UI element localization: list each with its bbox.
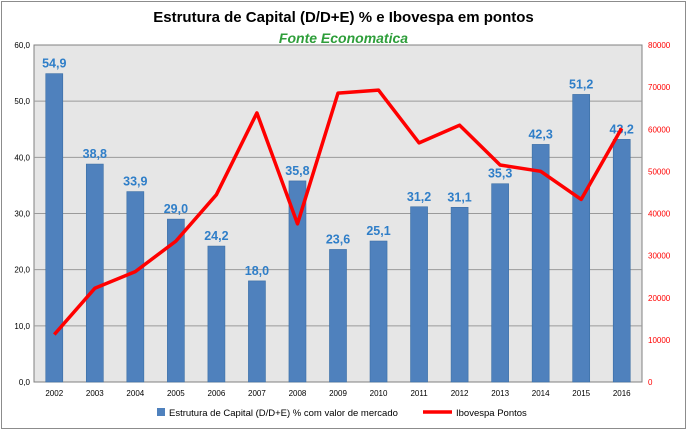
left-tick-label: 60,0 (14, 41, 30, 50)
x-tick-label: 2006 (208, 389, 226, 398)
bar (126, 191, 145, 383)
x-tick-label: 2002 (45, 389, 63, 398)
x-tick-label: 2005 (167, 389, 185, 398)
bar-data-label: 42,3 (528, 127, 552, 141)
bar-series (45, 73, 631, 383)
bar-data-label: 54,9 (42, 57, 66, 71)
bar (45, 73, 64, 383)
x-axis: 2002 2003 2004 2005 2006 2007 2008 2009 2010 2011… (45, 389, 631, 398)
bar (167, 218, 185, 383)
bar (369, 240, 388, 383)
x-tick-label: 2009 (329, 389, 347, 398)
left-axis: 0,0 10,0 20,0 30,0 40,0 50,0 60,0 (14, 41, 30, 387)
bar (288, 180, 307, 383)
bar (248, 280, 266, 383)
x-tick-label: 2015 (572, 389, 590, 398)
bar (572, 94, 591, 383)
right-tick-label: 10000 (648, 336, 671, 345)
legend-line-label: Ibovespa Pontos (456, 408, 527, 419)
bar (329, 249, 347, 383)
bar-data-label: 18,0 (245, 264, 269, 278)
bar (85, 163, 104, 383)
left-tick-label: 30,0 (14, 210, 30, 219)
bar-data-labels: 54,9 38,8 33,9 29,0 24,2 18,0 35,8 23,6 25,1 31,2… (42, 57, 634, 278)
bar-data-label: 29,0 (164, 202, 188, 216)
bar (207, 245, 226, 383)
left-tick-label: 40,0 (14, 153, 30, 162)
x-tick-label: 2008 (289, 389, 307, 398)
right-tick-label: 0 (648, 378, 653, 387)
right-tick-label: 80000 (648, 41, 671, 50)
x-tick-label: 2011 (410, 389, 428, 398)
right-tick-label: 40000 (648, 210, 671, 219)
ibovespa-line (52, 88, 624, 336)
bar-data-label: 35,3 (488, 167, 512, 181)
bar (410, 206, 428, 383)
x-tick-label: 2010 (370, 389, 388, 398)
chart-subtitle: Fonte Economatica (278, 30, 409, 46)
left-tick-label: 10,0 (14, 322, 30, 331)
x-tick-label: 2013 (491, 389, 509, 398)
bar-data-label: 23,6 (326, 232, 350, 246)
legend-bar-swatch (157, 408, 165, 416)
bar (450, 207, 469, 383)
right-tick-label: 30000 (648, 252, 671, 261)
legend-bar-label: Estrutura de Capital (D/D+E) % com valor… (169, 408, 398, 419)
right-tick-label: 60000 (648, 125, 671, 134)
bar-data-label: 38,8 (83, 147, 107, 161)
left-tick-label: 0,0 (19, 378, 31, 387)
bar-data-label: 24,2 (204, 229, 228, 243)
bar-data-label: 25,1 (366, 224, 390, 238)
bar (491, 183, 509, 383)
bar-data-label: 33,9 (123, 175, 147, 189)
right-tick-label: 20000 (648, 294, 671, 303)
left-tick-label: 50,0 (14, 97, 30, 106)
chart-title: Estrutura de Capital (D/D+E) % e Ibovesp… (153, 9, 534, 26)
bar (612, 139, 631, 383)
bar (531, 144, 550, 383)
right-axis: 0 10000 20000 30000 40000 50000 60000 70000 8000… (648, 41, 671, 387)
legend: Estrutura de Capital (D/D+E) % com valor… (157, 408, 527, 419)
left-tick-label: 20,0 (14, 266, 30, 275)
x-tick-label: 2004 (126, 389, 144, 398)
right-tick-label: 50000 (648, 167, 671, 176)
bar-data-label: 31,2 (407, 190, 431, 204)
x-tick-label: 2016 (613, 389, 631, 398)
bar-data-label: 51,2 (569, 77, 593, 91)
x-tick-label: 2003 (86, 389, 104, 398)
right-tick-label: 70000 (648, 83, 671, 92)
x-tick-label: 2007 (248, 389, 266, 398)
bar-data-label: 31,1 (447, 190, 471, 204)
bar-data-label: 35,8 (285, 164, 309, 178)
x-tick-label: 2012 (451, 389, 469, 398)
x-tick-label: 2014 (532, 389, 550, 398)
